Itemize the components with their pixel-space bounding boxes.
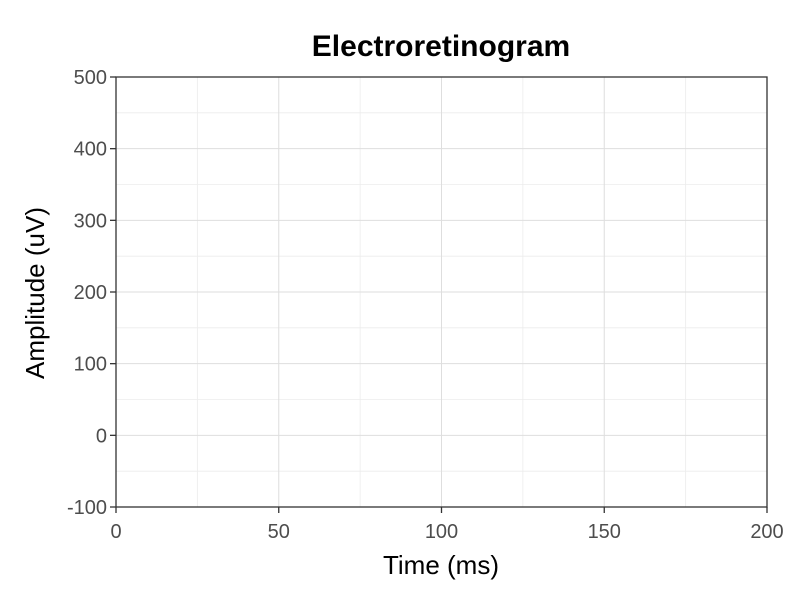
y-axis-title: Amplitude (uV)	[20, 207, 50, 379]
y-tick-label: 300	[74, 210, 107, 232]
y-tick-label: 400	[74, 139, 107, 161]
y-tick-label: 100	[74, 354, 107, 376]
x-tick-label: 50	[268, 521, 290, 543]
grid	[115, 76, 768, 508]
y-tick-label: 500	[74, 67, 107, 89]
x-tick-label: 200	[750, 521, 783, 543]
y-tick-label: 0	[96, 425, 107, 447]
x-tick-label: 150	[588, 521, 621, 543]
x-tick-label: 0	[110, 521, 121, 543]
y-tick-label: -100	[67, 497, 107, 519]
x-axis-title: Time (ms)	[383, 550, 499, 580]
chart-title: Electroretinogram	[312, 30, 570, 63]
y-tick-label: 200	[74, 282, 107, 304]
x-tick-label: 100	[425, 521, 458, 543]
